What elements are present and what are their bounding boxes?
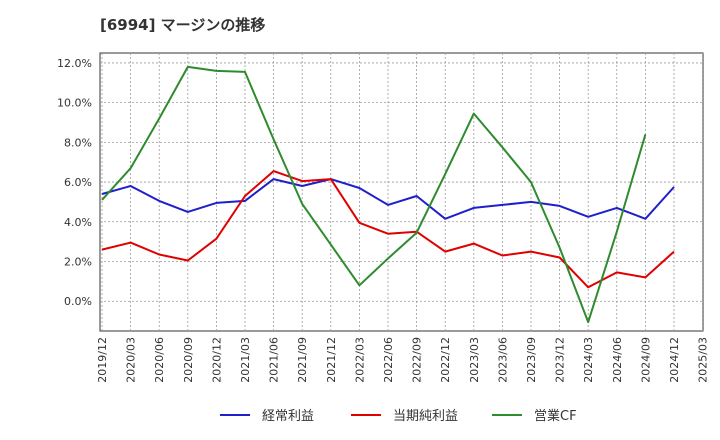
legend-label: 営業CF bbox=[534, 408, 577, 424]
y-tick-label: 2.0% bbox=[64, 256, 92, 269]
y-tick-label: 10.0% bbox=[57, 97, 92, 110]
y-tick-label: 6.0% bbox=[64, 176, 92, 189]
x-tick-label: 2024/06 bbox=[611, 337, 624, 383]
legend-label: 経常利益 bbox=[262, 409, 314, 424]
x-axis-ticks: 2019/12 2020/03 2020/06 2020/09 2020/12 2021/… bbox=[96, 337, 710, 383]
x-tick-label: 2021/09 bbox=[296, 337, 309, 383]
y-tick-label: 8.0% bbox=[64, 136, 92, 149]
x-tick-label: 2025/03 bbox=[697, 337, 710, 383]
chart-title: [6994] マージンの推移 bbox=[100, 16, 266, 34]
x-tick-label: 2022/09 bbox=[411, 337, 424, 383]
x-tick-label: 2020/09 bbox=[182, 337, 195, 383]
x-tick-label: 2023/03 bbox=[468, 337, 481, 383]
x-tick-label: 2022/12 bbox=[439, 337, 452, 383]
x-tick-label: 2021/06 bbox=[268, 337, 281, 383]
x-tick-label: 2019/12 bbox=[96, 337, 109, 383]
y-axis-ticks: 12.0% 10.0% 8.0% 6.0% 4.0% 2.0% 0.0% bbox=[57, 57, 92, 308]
x-tick-label: 2020/12 bbox=[210, 337, 223, 383]
x-tick-label: 2024/09 bbox=[639, 337, 652, 383]
x-tick-label: 2023/12 bbox=[554, 337, 567, 383]
x-tick-label: 2021/03 bbox=[239, 337, 252, 383]
series-line-2 bbox=[101, 170, 675, 289]
legend: 経常利益 当期純利益 営業CF bbox=[220, 408, 577, 424]
x-tick-label: 2023/09 bbox=[525, 337, 538, 383]
x-tick-label: 2024/03 bbox=[582, 337, 595, 383]
x-tick-label: 2023/06 bbox=[496, 337, 509, 383]
series-line-1 bbox=[101, 178, 675, 220]
x-tick-label: 2020/03 bbox=[125, 337, 138, 383]
x-tick-label: 2024/12 bbox=[668, 337, 681, 383]
x-tick-label: 2020/06 bbox=[153, 337, 166, 383]
y-tick-label: 12.0% bbox=[57, 57, 92, 70]
x-tick-label: 2022/03 bbox=[353, 337, 366, 383]
y-tick-label: 0.0% bbox=[64, 295, 92, 308]
x-tick-label: 2021/12 bbox=[325, 337, 338, 383]
y-tick-label: 4.0% bbox=[64, 216, 92, 229]
series-lines bbox=[101, 65, 675, 324]
x-tick-label: 2022/06 bbox=[382, 337, 395, 383]
plot-area bbox=[99, 52, 704, 332]
grid-lines bbox=[100, 53, 703, 331]
series-line-3 bbox=[101, 65, 647, 324]
legend-label: 当期純利益 bbox=[393, 409, 458, 424]
